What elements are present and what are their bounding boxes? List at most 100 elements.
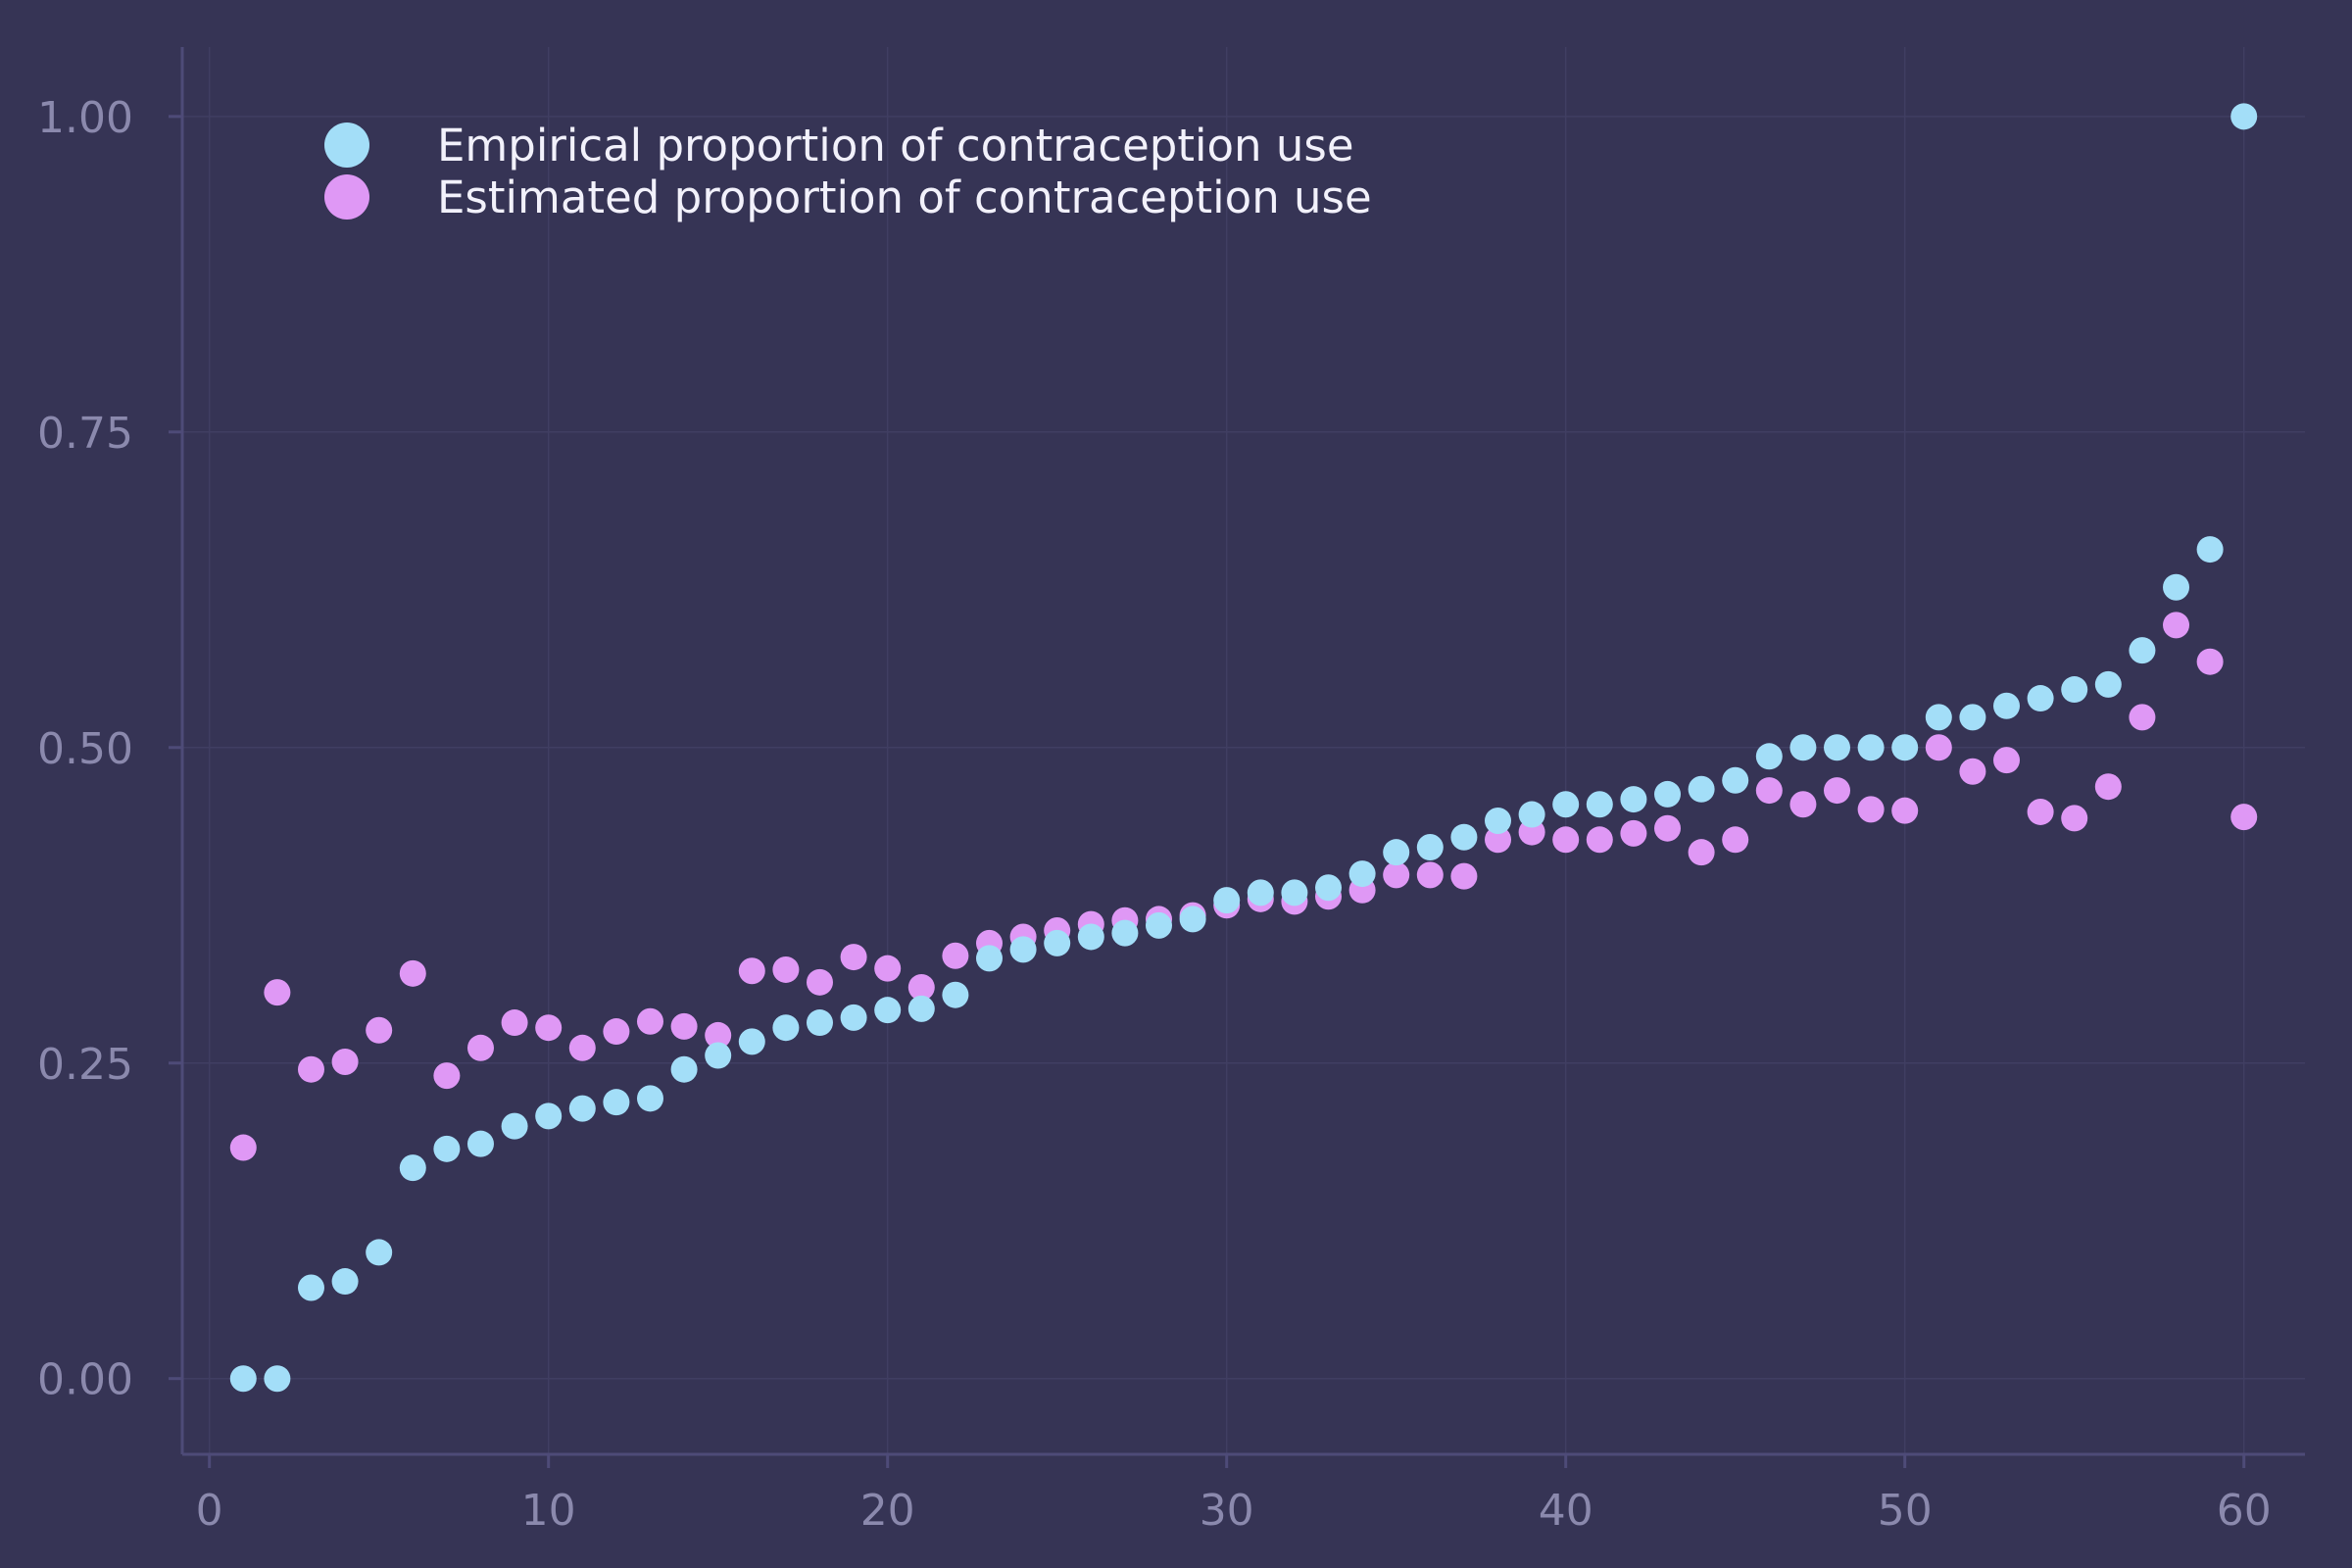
empirical-point bbox=[1009, 936, 1037, 963]
empirical-point bbox=[1450, 823, 1478, 851]
empirical-point bbox=[568, 1095, 596, 1122]
y-tick-label: 1.00 bbox=[37, 93, 133, 143]
estimated-point bbox=[2061, 805, 2088, 832]
empirical-point bbox=[1247, 879, 1274, 906]
empirical-point bbox=[1179, 906, 1206, 933]
empirical-point bbox=[535, 1102, 563, 1130]
empirical-point bbox=[670, 1055, 698, 1083]
empirical-point bbox=[229, 1365, 257, 1393]
empirical-point bbox=[1518, 801, 1545, 828]
estimated-point bbox=[1586, 826, 1613, 854]
estimated-point bbox=[2027, 798, 2054, 825]
empirical-point bbox=[1552, 791, 1580, 818]
estimated-point bbox=[1416, 861, 1444, 889]
empirical-point bbox=[1891, 734, 1919, 761]
estimated-point bbox=[535, 1014, 563, 1042]
estimated-point bbox=[1552, 826, 1580, 854]
empirical-point bbox=[636, 1085, 663, 1112]
empirical-point bbox=[2129, 637, 2156, 664]
x-tick-label: 30 bbox=[1200, 1486, 1254, 1536]
estimated-point bbox=[1755, 777, 1783, 805]
estimated-point bbox=[874, 955, 902, 982]
legend-marker-empirical bbox=[324, 122, 369, 168]
estimated-point bbox=[297, 1055, 324, 1083]
empirical-point bbox=[366, 1239, 393, 1266]
empirical-point bbox=[1654, 780, 1682, 808]
empirical-point bbox=[2196, 536, 2224, 564]
y-tick-label: 0.75 bbox=[37, 409, 133, 459]
estimated-point bbox=[840, 944, 867, 971]
empirical-point bbox=[1586, 791, 1613, 818]
empirical-point bbox=[1485, 807, 1512, 834]
empirical-point bbox=[2094, 670, 2122, 698]
estimated-point bbox=[738, 957, 765, 985]
y-tick-label: 0.00 bbox=[37, 1355, 133, 1405]
empirical-point bbox=[433, 1135, 461, 1162]
x-tick-label: 0 bbox=[196, 1486, 223, 1536]
empirical-point bbox=[942, 981, 969, 1008]
empirical-point bbox=[1044, 929, 1071, 956]
empirical-point bbox=[874, 997, 902, 1024]
estimated-point bbox=[229, 1134, 257, 1161]
estimated-point bbox=[942, 942, 969, 969]
empirical-point bbox=[297, 1274, 324, 1301]
legend-marker-estimated bbox=[324, 174, 369, 220]
y-tick-label: 0.50 bbox=[37, 724, 133, 774]
y-tick-label: 0.25 bbox=[37, 1040, 133, 1090]
x-tick-label: 40 bbox=[1539, 1486, 1593, 1536]
estimated-point bbox=[1789, 791, 1817, 818]
estimated-point bbox=[501, 1009, 528, 1037]
empirical-point bbox=[399, 1154, 426, 1182]
empirical-point bbox=[466, 1130, 494, 1157]
empirical-point bbox=[1111, 919, 1139, 947]
x-tick-label: 60 bbox=[2217, 1486, 2272, 1536]
estimated-point bbox=[1824, 777, 1851, 805]
empirical-point bbox=[331, 1268, 359, 1296]
estimated-point bbox=[1485, 826, 1512, 854]
legend-label-estimated: Estimated proportion of contraception us… bbox=[437, 172, 1372, 223]
empirical-point bbox=[1857, 734, 1885, 761]
estimated-point bbox=[568, 1034, 596, 1061]
estimated-point bbox=[399, 959, 426, 987]
empirical-point bbox=[1959, 704, 1986, 731]
empirical-point bbox=[806, 1009, 833, 1037]
estimated-point bbox=[1383, 861, 1410, 889]
estimated-point bbox=[2230, 804, 2258, 831]
estimated-point bbox=[806, 968, 833, 996]
estimated-point bbox=[433, 1062, 461, 1090]
axes bbox=[180, 47, 2305, 1456]
data-points bbox=[229, 103, 2258, 1393]
x-axis-ticks: 0 10 20 30 40 50 60 bbox=[196, 1454, 2272, 1536]
estimated-point bbox=[1857, 796, 1885, 823]
estimated-point bbox=[636, 1007, 663, 1035]
empirical-point bbox=[1281, 879, 1308, 906]
estimated-point bbox=[603, 1018, 630, 1046]
x-tick-label: 10 bbox=[521, 1486, 576, 1536]
empirical-point bbox=[1416, 834, 1444, 861]
empirical-point bbox=[738, 1028, 765, 1055]
empirical-point bbox=[1688, 775, 1715, 803]
empirical-point bbox=[1789, 734, 1817, 761]
legend: Empirical proportion of contraception us… bbox=[324, 120, 1372, 223]
empirical-point bbox=[2163, 573, 2190, 601]
empirical-point bbox=[1824, 734, 1851, 761]
empirical-point bbox=[1755, 743, 1783, 770]
empirical-point bbox=[1213, 887, 1241, 914]
empirical-point bbox=[705, 1042, 732, 1069]
estimated-point bbox=[1722, 826, 1749, 854]
empirical-point bbox=[772, 1014, 800, 1042]
empirical-point bbox=[975, 945, 1003, 972]
empirical-point bbox=[501, 1112, 528, 1140]
estimated-point bbox=[2094, 773, 2122, 801]
estimated-point bbox=[1620, 819, 1647, 847]
empirical-point bbox=[1145, 911, 1172, 939]
estimated-point bbox=[1925, 734, 1952, 761]
estimated-point bbox=[366, 1016, 393, 1044]
empirical-point bbox=[1348, 860, 1376, 888]
empirical-point bbox=[1620, 786, 1647, 813]
estimated-point bbox=[331, 1048, 359, 1075]
estimated-point bbox=[2196, 648, 2224, 675]
empirical-point bbox=[603, 1089, 630, 1116]
